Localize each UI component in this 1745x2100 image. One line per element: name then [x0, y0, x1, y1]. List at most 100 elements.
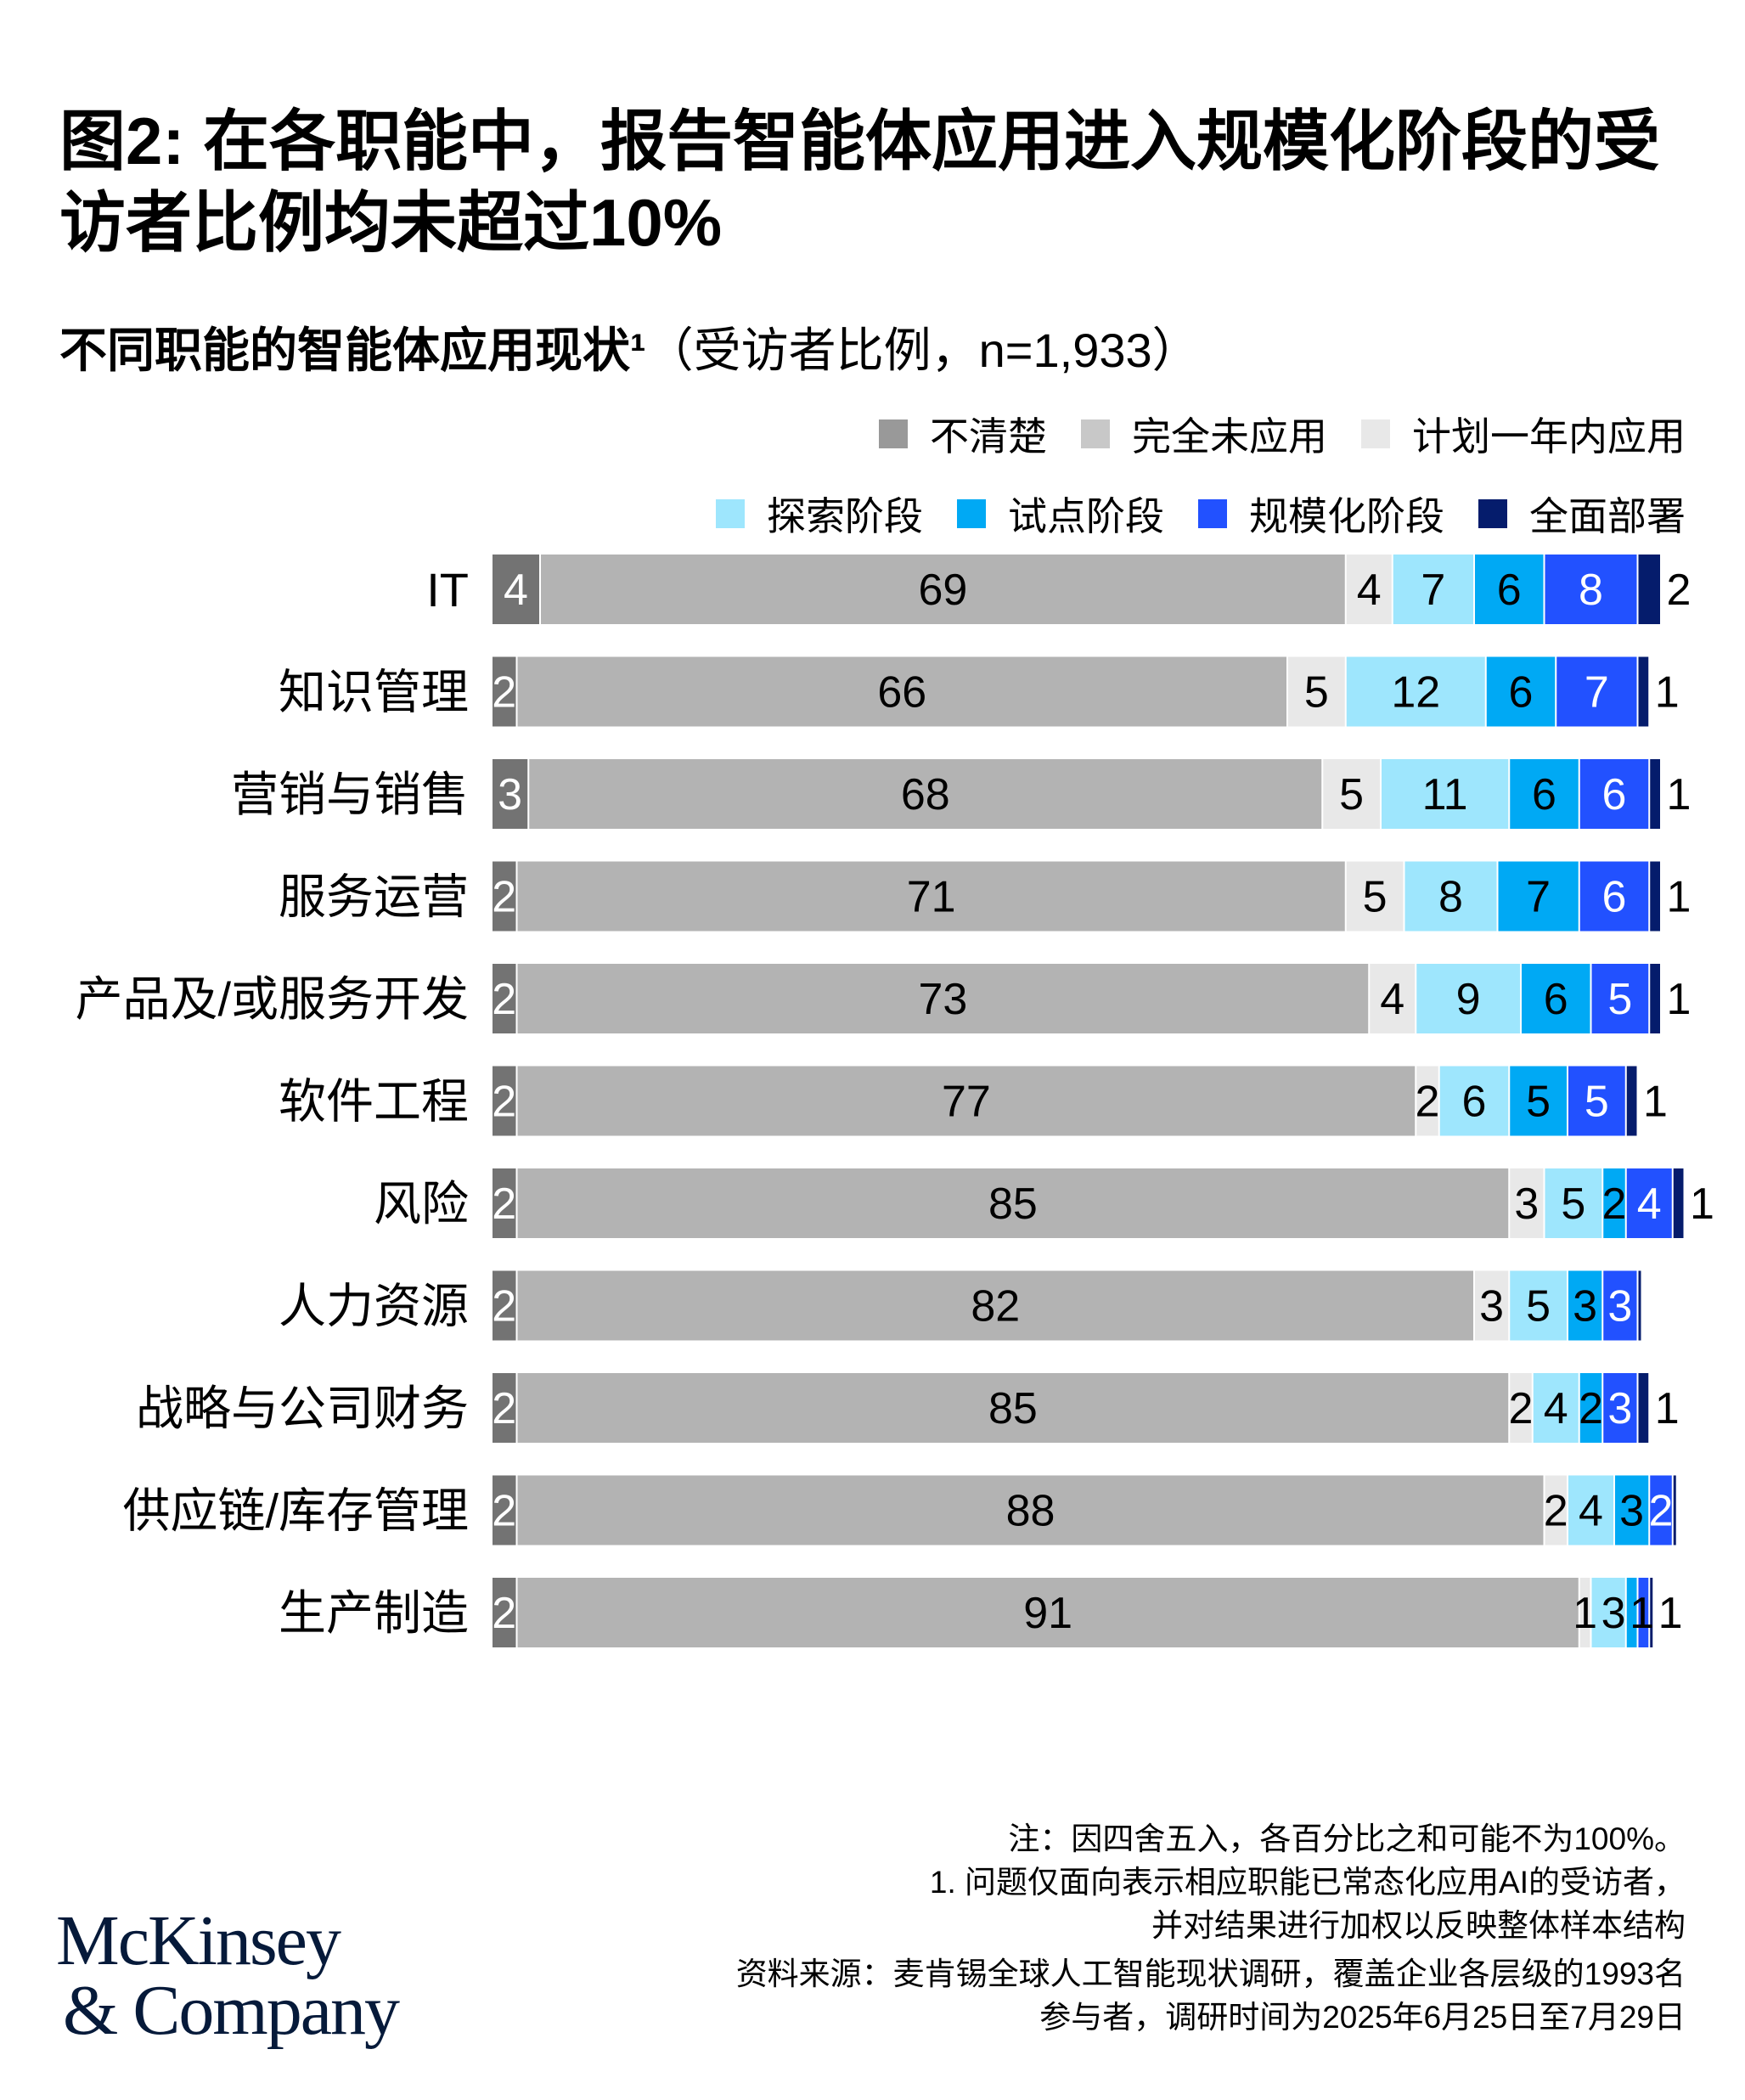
bar-segment	[1568, 1066, 1625, 1136]
data-label: 2	[492, 873, 516, 922]
bar-segment	[1510, 1168, 1544, 1238]
bar-segment	[493, 1373, 516, 1443]
data-label: 1	[1667, 873, 1692, 922]
category-label: 服务运营	[279, 870, 469, 924]
bar-segment	[1615, 1475, 1649, 1545]
data-label: 1	[1658, 1589, 1683, 1638]
bar-segment	[1510, 759, 1579, 829]
data-label: 5	[1339, 770, 1364, 819]
legend-item: 规模化阶段	[1198, 486, 1444, 542]
category-label: 营销与销售	[231, 768, 469, 821]
bar-segment	[1650, 759, 1660, 829]
legend-row-2: 探索阶段 试点阶段 规模化阶段 全面部署	[716, 486, 1686, 542]
data-label: 6	[1602, 770, 1627, 819]
bar-segment	[1603, 1373, 1637, 1443]
data-label: 1	[1630, 1589, 1654, 1638]
data-label: 3	[1479, 1282, 1504, 1332]
bar-segment	[1545, 1168, 1602, 1238]
footnote-1-cont: 并对结果进行加权以反映整体样本结构	[1151, 1908, 1686, 1943]
data-label: 3	[1619, 1487, 1644, 1536]
category-label: IT	[426, 563, 469, 616]
bar-segment	[517, 1168, 1509, 1238]
category-label: 供应链/库存管理	[122, 1484, 469, 1538]
bar-row: 人力资源 2 82 3 5 3 3	[279, 1270, 1641, 1341]
bar-segment	[1533, 1373, 1579, 1443]
footnote-1: 1. 问题仅面向表示相应职能已常态化应用AI的受访者，	[929, 1865, 1686, 1900]
data-label: 7	[1585, 668, 1609, 718]
data-label: 7	[1421, 566, 1445, 615]
data-label: 82	[971, 1282, 1020, 1332]
bar-segment	[1591, 1578, 1625, 1647]
bar-segment	[1475, 1270, 1509, 1341]
bar-segment	[1545, 1475, 1567, 1545]
legend-label: 试点阶段	[1008, 494, 1164, 538]
data-label: 2	[492, 1282, 516, 1332]
data-label: 3	[498, 770, 522, 819]
data-label: 2	[492, 975, 516, 1024]
data-label: 3	[1601, 1589, 1626, 1638]
category-label: 人力资源	[279, 1280, 469, 1333]
bar-segment	[517, 1373, 1509, 1443]
data-label: 66	[877, 668, 926, 718]
category-label: 生产制造	[279, 1586, 469, 1640]
bar-segment	[1626, 1168, 1672, 1238]
data-label: 3	[1607, 1384, 1632, 1433]
bar-segment	[1603, 1270, 1637, 1341]
bar-segment	[1650, 1578, 1653, 1647]
source: 资料来源：麦肯锡全球人工智能现状调研，覆盖企业各层级的1993名	[735, 1956, 1686, 1991]
subtitle-sample: （受访者比例，n=1,933）	[645, 324, 1200, 377]
legend-label: 探索阶段	[767, 494, 923, 538]
data-label: 1	[1573, 1589, 1597, 1638]
bar-segment	[1510, 1066, 1567, 1136]
data-label: 6	[1532, 770, 1556, 819]
data-label: 1	[1643, 1078, 1668, 1127]
bar-segment	[1638, 1270, 1641, 1341]
data-label: 6	[1497, 566, 1522, 615]
bar-segment	[1522, 964, 1590, 1033]
data-label: 2	[492, 1384, 516, 1433]
bar-segment	[1346, 656, 1485, 727]
data-label: 6	[1462, 1078, 1487, 1127]
data-label: 2	[1649, 1487, 1674, 1536]
data-label: 8	[1579, 566, 1603, 615]
legend-label: 完全未应用	[1132, 414, 1327, 459]
source-cont: 参与者，调研时间为2025年6月25日至7月29日	[1039, 2000, 1686, 2035]
data-label: 2	[1579, 1384, 1603, 1433]
legend-swatch	[1081, 419, 1110, 448]
data-label: 2	[492, 1179, 516, 1229]
bar-row: 知识管理 2 66 5 12 6 7 1	[279, 656, 1680, 727]
data-label: 85	[988, 1179, 1038, 1229]
data-label: 2	[492, 1078, 516, 1127]
bar-segment	[1568, 1475, 1613, 1545]
bar-segment	[517, 964, 1369, 1033]
legend-label: 规模化阶段	[1249, 494, 1444, 538]
subtitle-main: 不同职能的智能体应用现状¹	[59, 324, 646, 377]
bar-segment	[1638, 555, 1660, 624]
data-label: 2	[492, 1589, 516, 1638]
bar-row: 战略与公司财务 2 85 2 4 2 3 1	[136, 1373, 1680, 1443]
data-label: 2	[492, 1487, 516, 1536]
bar-segment	[1638, 656, 1649, 727]
category-label: 知识管理	[279, 666, 469, 719]
bar-segment	[493, 1168, 516, 1238]
bar-segment	[1638, 1373, 1649, 1443]
bar-segment	[517, 1475, 1544, 1545]
bar-segment	[1416, 1066, 1438, 1136]
category-label: 软件工程	[279, 1075, 469, 1129]
bar-segment	[1579, 861, 1649, 932]
bar-segment	[1393, 555, 1473, 624]
bar-segment	[1498, 861, 1579, 932]
legend-swatch	[879, 419, 908, 448]
bar-segment	[1650, 964, 1660, 1033]
data-label: 73	[918, 975, 967, 1024]
bar-segment	[1510, 1270, 1567, 1341]
bar-segment	[1568, 1270, 1602, 1341]
legend-item: 计划一年内应用	[1361, 406, 1686, 462]
bar-segment	[493, 964, 516, 1033]
bar-segment	[1556, 656, 1637, 727]
data-label: 3	[1514, 1179, 1539, 1229]
bar-segment	[1626, 1578, 1637, 1647]
data-label: 1	[1667, 770, 1692, 819]
legend-swatch	[1478, 499, 1507, 528]
